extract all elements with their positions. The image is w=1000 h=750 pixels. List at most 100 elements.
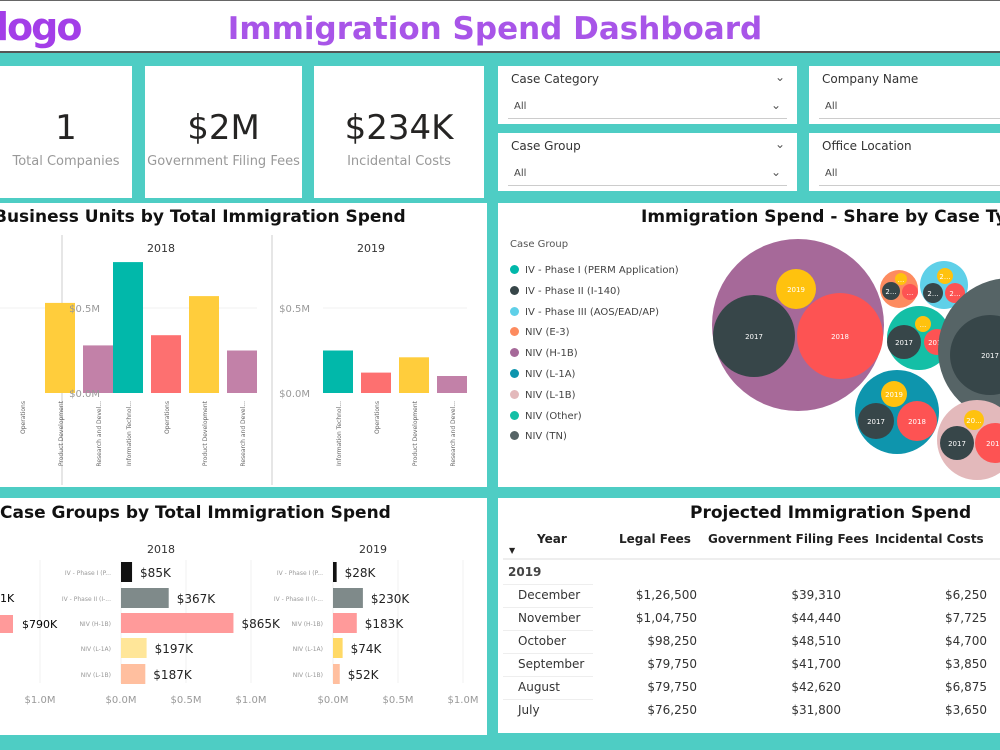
slicer-dropdown[interactable]: All — [819, 95, 1000, 119]
bubble — [950, 315, 1000, 395]
legend-label: IV - Phase I (PERM Application) — [525, 265, 679, 276]
row-divider — [503, 676, 593, 677]
bar — [333, 562, 337, 582]
legend-label: NIV (Other) — [525, 410, 582, 422]
legend-title: Case Group — [510, 239, 569, 250]
column-header-incidental-costs[interactable]: Incidental Costs — [875, 532, 984, 546]
column-header-year[interactable]: Year — [537, 532, 567, 546]
bar — [0, 615, 13, 633]
chevron-down-icon: ⌄ — [770, 165, 781, 179]
legend-dot-icon — [510, 327, 519, 337]
bubble — [937, 268, 953, 284]
category-label: Research and Devel... — [96, 401, 103, 467]
category-label: NIV (L-1B) — [81, 672, 111, 679]
data-label: $187K — [153, 668, 193, 682]
bar — [333, 664, 340, 684]
table-cell: July — [518, 703, 540, 717]
bubble — [887, 325, 921, 359]
legend-item[interactable]: NIV (H-1B) — [510, 348, 578, 359]
table-cell: October — [518, 634, 567, 648]
bubble — [964, 410, 984, 430]
bubble-label: 2018 — [928, 339, 946, 347]
bubble-label: 20... — [966, 417, 982, 425]
row-divider — [503, 607, 593, 608]
category-label: NIV (H-1B) — [291, 621, 323, 628]
business-units-chart: Business Units by Total Immigration Spen… — [0, 203, 487, 487]
bar — [333, 638, 343, 658]
bar — [333, 588, 363, 608]
bubble — [797, 293, 883, 379]
column-header-legal-fees[interactable]: Legal Fees — [619, 532, 691, 546]
category-label: Information Technol... — [126, 401, 133, 466]
slicer-value: All — [514, 168, 527, 179]
logo: logo — [0, 5, 82, 49]
category-label: NIV (H-1B) — [79, 621, 111, 628]
slicer-case-group[interactable]: Case Group ⌄ All ⌄ — [498, 133, 797, 191]
legend-item[interactable]: NIV (TN) — [510, 431, 567, 442]
data-label: $74K — [351, 642, 383, 656]
data-label: $85K — [140, 566, 172, 580]
slicer-dropdown[interactable]: All ⌄ — [508, 162, 787, 186]
legend-dot-icon — [510, 348, 519, 358]
legend-item[interactable]: NIV (Other) — [510, 410, 582, 422]
legend-label: IV - Phase II (I-140) — [525, 285, 621, 297]
bar — [323, 350, 353, 393]
legend-item[interactable]: NIV (L-1A) — [510, 369, 575, 380]
table-cell: $31,800 — [791, 703, 841, 717]
table-cell: $1,26,500 — [635, 588, 697, 602]
chevron-down-icon[interactable]: ⌄ — [774, 137, 785, 151]
chevron-down-icon[interactable]: ⌄ — [774, 70, 785, 84]
table-cell: $79,750 — [647, 657, 697, 671]
table-cell: $48,510 — [791, 634, 841, 648]
sort-desc-icon[interactable]: ▼ — [509, 546, 516, 555]
slicer-dropdown[interactable]: All ⌄ — [508, 95, 787, 119]
slicer-office-location[interactable]: Office Location All — [809, 133, 1000, 191]
table-cell: $7,725 — [945, 611, 987, 625]
category-label: Operations — [374, 401, 381, 434]
legend-item[interactable]: IV - Phase II (I-140) — [510, 285, 621, 297]
bar — [399, 357, 429, 393]
y-tick-label: $0.5M — [69, 304, 100, 315]
slicer-dropdown[interactable]: All — [819, 162, 1000, 186]
x-tick-label: $0.0M — [106, 695, 137, 706]
bubble-label: 2... — [939, 273, 950, 281]
bubble — [713, 295, 795, 377]
row-group-2019[interactable]: 2019 — [508, 565, 542, 579]
legend-dot-icon — [510, 389, 519, 399]
legend-item[interactable]: IV - Phase I (PERM Application) — [510, 265, 679, 276]
category-label: IV - Phase I (P... — [277, 570, 323, 577]
table-cell: $6,875 — [945, 680, 987, 694]
bar — [121, 613, 234, 633]
slicer-case-category[interactable]: Case Category ⌄ All ⌄ — [498, 66, 797, 124]
category-label: Operations — [20, 401, 27, 434]
bubble — [881, 381, 907, 407]
legend-item[interactable]: NIV (L-1B) — [510, 389, 575, 401]
bubble — [915, 316, 931, 332]
slicer-company-name[interactable]: Company Name All — [809, 66, 1000, 124]
data-label: $197K — [155, 642, 195, 656]
panel-title: 2019 — [357, 242, 385, 255]
data-label: $790K — [22, 618, 58, 631]
category-label: NIV (L-1B) — [293, 672, 323, 679]
projected-spend-table: Projected Immigration Spend Year ▼ Legal… — [498, 498, 1000, 733]
legend-label: NIV (L-1A) — [525, 369, 576, 380]
slicer-label: Case Group — [511, 139, 581, 153]
y-tick-label: $0.5M — [279, 304, 310, 315]
category-label: Research and Devel... — [450, 401, 457, 467]
data-label: $367K — [177, 592, 217, 606]
legend-item[interactable]: NIV (E-3) — [510, 327, 570, 338]
category-label: NIV (L-1A) — [293, 646, 323, 653]
table-cell: August — [518, 680, 560, 694]
category-label: Operations — [164, 401, 171, 434]
slicer-label: Company Name — [822, 72, 919, 86]
table-cell: $44,440 — [791, 611, 841, 625]
column-header-government-filing-fees[interactable]: Government Filing Fees — [708, 532, 869, 546]
data-label: $865K — [241, 617, 281, 631]
legend-item[interactable]: IV - Phase III (AOS/EAD/AP) — [510, 306, 659, 318]
table-cell: $98,250 — [647, 634, 697, 648]
bubble — [897, 401, 937, 441]
bar — [361, 372, 391, 393]
kpi-government-filing-fees: $2M Government Filing Fees — [145, 66, 302, 198]
legend-dot-icon — [510, 431, 519, 441]
